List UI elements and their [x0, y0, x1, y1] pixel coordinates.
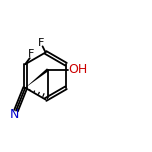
- Text: N: N: [10, 108, 20, 121]
- Text: OH: OH: [69, 63, 88, 76]
- Text: F: F: [38, 38, 44, 48]
- Polygon shape: [25, 68, 49, 88]
- Text: F: F: [28, 49, 35, 59]
